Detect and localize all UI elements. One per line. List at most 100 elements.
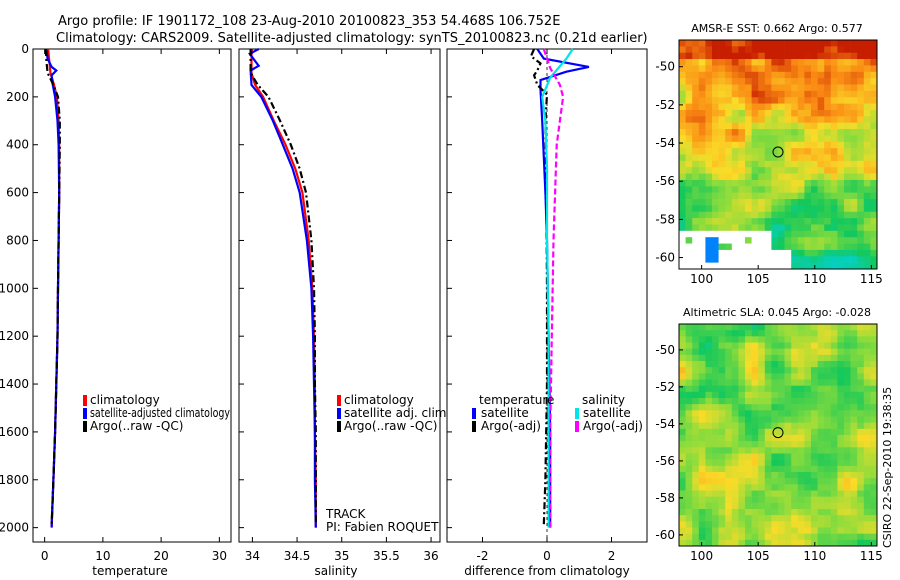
y-tick-label: 2000	[0, 521, 29, 535]
heatmap-cell	[738, 218, 746, 225]
heatmap-cell	[712, 179, 719, 187]
heatmap-cell	[811, 205, 818, 213]
heatmap-cell	[797, 122, 805, 130]
heatmap-cell	[824, 330, 832, 337]
heatmap-cell	[679, 141, 686, 149]
heatmap-cell	[870, 211, 878, 219]
heatmap-cell	[758, 179, 766, 187]
heatmap-cell	[685, 218, 693, 225]
heatmap-cell	[764, 391, 772, 399]
heatmap-cell	[705, 249, 713, 257]
heatmap-cell	[725, 336, 733, 343]
heatmap-cell	[804, 173, 812, 181]
heatmap-cell	[745, 129, 752, 136]
heatmap-cell	[731, 52, 739, 60]
heatmap-cell	[817, 160, 825, 168]
heatmap-cell	[745, 416, 752, 423]
heatmap-cell	[830, 160, 838, 168]
heatmap-cell	[725, 521, 733, 528]
legend-swatch-argo	[83, 421, 87, 432]
heatmap-cell	[870, 465, 878, 473]
heatmap-cell	[863, 243, 871, 251]
heatmap-cell	[791, 97, 799, 104]
heatmap-cell	[857, 373, 865, 380]
heatmap-cell	[837, 230, 845, 238]
heatmap-cell	[712, 398, 719, 405]
heatmap-cell	[758, 116, 766, 123]
heatmap-cell	[850, 361, 858, 368]
heatmap-cell	[692, 243, 700, 251]
heatmap-cell	[745, 167, 752, 174]
heatmap-cell	[745, 367, 752, 374]
x-tick-label: 35.5	[373, 549, 400, 563]
heatmap-cell	[844, 367, 851, 374]
heatmap-cell	[751, 154, 759, 162]
heatmap-cell	[705, 116, 713, 123]
heatmap-cell	[692, 135, 700, 143]
heatmap-cell	[758, 478, 766, 485]
heatmap-cell	[718, 243, 726, 251]
heatmap-cell	[850, 521, 858, 528]
heatmap-cell	[745, 211, 752, 219]
heatmap-cell	[771, 52, 779, 60]
heatmap-cell	[712, 65, 719, 73]
heatmap-cell	[705, 484, 713, 491]
heatmap-cell	[824, 192, 832, 200]
heatmap-cell	[870, 361, 878, 368]
heatmap-cell	[685, 90, 693, 98]
heatmap-cell	[718, 336, 726, 343]
heatmap-cell	[725, 109, 733, 117]
heatmap-cell	[685, 141, 693, 149]
heatmap-cell	[850, 40, 858, 47]
heatmap-cell	[824, 148, 832, 155]
heatmap-cell	[778, 385, 785, 393]
heatmap-cell	[771, 249, 779, 257]
heatmap-cell	[811, 103, 818, 111]
heatmap-cell	[830, 521, 838, 528]
heatmap-cell	[791, 167, 799, 174]
heatmap-cell	[764, 379, 772, 386]
heatmap-cell	[870, 459, 878, 467]
heatmap-cell	[745, 361, 752, 368]
heatmap-cell	[804, 205, 812, 213]
heatmap-cell	[817, 496, 825, 504]
heatmap-cell	[764, 154, 772, 162]
heatmap-cell	[685, 59, 693, 66]
heatmap-cell	[824, 122, 832, 130]
heatmap-cell	[685, 336, 693, 343]
heatmap-cell	[685, 237, 693, 244]
heatmap-cell	[771, 416, 779, 423]
heatmap-cell	[731, 129, 739, 136]
heatmap-cell	[698, 160, 706, 168]
heatmap-cell	[830, 398, 838, 405]
heatmap-cell	[679, 361, 686, 368]
series-line-salinity-satellite	[541, 48, 574, 528]
heatmap-cell	[745, 148, 752, 155]
heatmap-cell	[804, 336, 812, 343]
heatmap-cell	[837, 367, 845, 374]
heatmap-cell	[764, 262, 772, 270]
heatmap-cell	[725, 167, 733, 174]
salinity-legend: climatology satellite adj. clim. Argo(..…	[337, 393, 450, 433]
heatmap-cell	[863, 230, 871, 238]
heatmap-cell	[764, 348, 772, 356]
map-y-tick-label: -56	[655, 454, 675, 468]
heatmap-cell	[784, 502, 792, 510]
heatmap-cell	[804, 410, 812, 417]
heatmap-cell	[679, 65, 686, 73]
heatmap-cell	[698, 391, 706, 399]
heatmap-cell	[692, 342, 700, 349]
heatmap-cell	[817, 336, 825, 343]
heatmap-cell	[797, 211, 805, 219]
heatmap-cell	[837, 97, 845, 104]
heatmap-cell	[738, 116, 746, 123]
heatmap-cell	[784, 465, 792, 473]
heatmap-cell	[692, 179, 700, 187]
heatmap-cell	[863, 256, 871, 263]
heatmap-cell	[751, 122, 759, 130]
heatmap-cell	[844, 336, 851, 343]
heatmap-cell	[830, 441, 838, 448]
heatmap-cell	[870, 160, 878, 168]
heatmap-cell	[698, 167, 706, 174]
heatmap-cell	[758, 109, 766, 117]
